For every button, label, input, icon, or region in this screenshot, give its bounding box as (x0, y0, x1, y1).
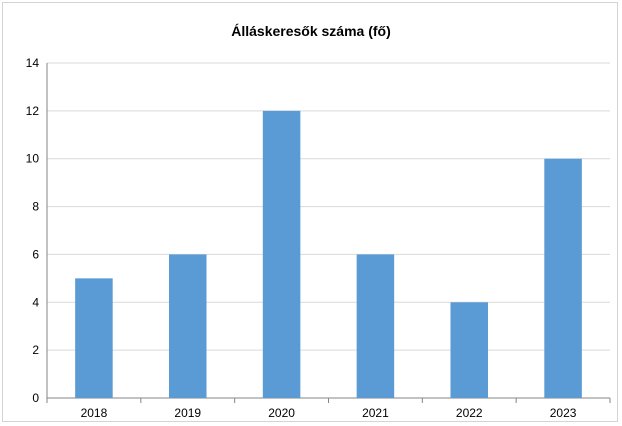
x-tick-label: 2023 (550, 406, 577, 420)
x-tick-label: 2021 (362, 406, 389, 420)
x-tick-label: 2019 (174, 406, 201, 420)
y-tick-label: 4 (32, 295, 39, 309)
y-tick-label: 14 (26, 56, 40, 70)
y-tick-label: 12 (26, 104, 40, 118)
y-tick-label: 8 (32, 200, 39, 214)
bar-2022 (450, 302, 489, 398)
y-tick-label: 2 (32, 343, 39, 357)
y-tick-label: 6 (32, 247, 39, 261)
x-tick-label: 2022 (456, 406, 483, 420)
bar-2020 (262, 110, 301, 398)
bar-2023 (544, 158, 582, 398)
x-tick-label: 2018 (81, 406, 108, 420)
y-tick-label: 10 (26, 152, 40, 166)
bar-2019 (168, 254, 207, 398)
chart-title: Álláskeresők száma (fő) (231, 23, 391, 39)
x-tick-label: 2020 (268, 406, 295, 420)
y-tick-label: 0 (32, 391, 39, 405)
bar-2021 (356, 254, 395, 398)
bar-2018 (75, 278, 113, 398)
